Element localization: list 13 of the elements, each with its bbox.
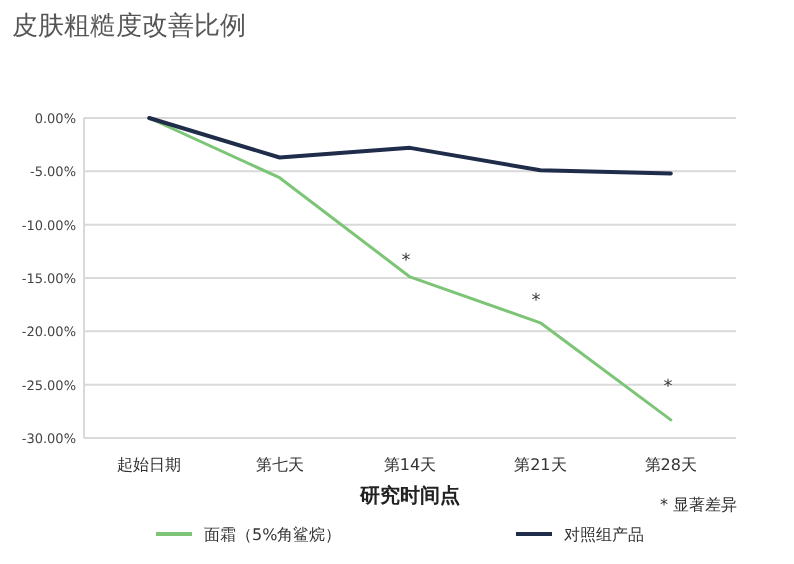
text: * 显著差异 [660, 496, 738, 514]
x-tick-label: 第21天 [514, 456, 567, 474]
annotation: * [663, 378, 674, 398]
x-axis-title: 研究时间点 [358, 484, 460, 508]
x-tick-label: 第28天 [644, 456, 697, 474]
chart-title: 皮肤粗糙度改善比例 [12, 10, 246, 42]
x-tick-label: 第14天 [383, 456, 437, 474]
annotation: * [401, 252, 412, 272]
x-tick-label: 起始日期 [117, 456, 182, 474]
x-tick-label: 第七天 [255, 456, 304, 474]
annotation: * [531, 292, 542, 312]
legend-label: 面霜（5%角鲨烷） [204, 526, 342, 544]
legend-label: 对照组产品 [564, 526, 644, 544]
